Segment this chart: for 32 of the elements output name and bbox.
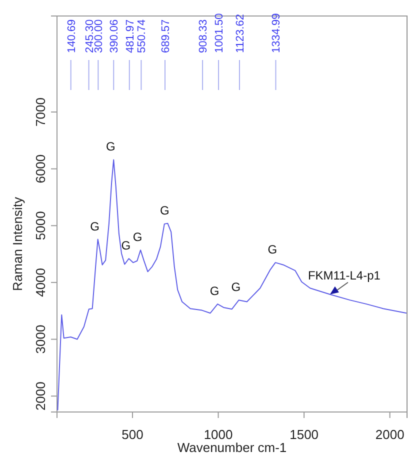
ref-line-label: 1001.50 [214,13,226,53]
x-tick-label: 1000 [204,427,233,442]
y-tick-label: 5000 [33,211,48,240]
annotation: G [132,230,142,244]
y-tick-label: 3000 [33,324,48,354]
ref-line-label: 1123.62 [234,14,246,53]
annotation: G [121,238,131,253]
ref-line-label: 689.57 [160,19,172,53]
ref-line-label: 390.06 [108,19,121,53]
annotation: G [210,284,220,298]
annotation: G [90,219,100,234]
annotation: G [268,242,278,257]
annotation: G [160,203,170,218]
y-axis-title: Raman Intensity [10,196,25,291]
x-tick-label: 2000 [375,427,404,442]
y-tick-label: 2000 [33,382,48,411]
ref-line-label: 908.33 [198,19,210,53]
x-tick-label: 500 [122,427,144,442]
ref-line-label: 140.69 [66,19,78,53]
line-series [57,159,407,411]
series-label: FKM11-L4-p1 [308,268,381,282]
y-tick-label: 6000 [33,154,48,184]
x-tick-label: 1500 [290,427,319,442]
ref-line-label: 300.00 [93,19,106,53]
ref-line-label: 550.74 [136,19,148,53]
x-axis-title: Wavenumber cm-1 [177,440,287,455]
y-tick-label: 4000 [33,268,48,297]
y-tick-label: 7000 [33,98,48,126]
ref-line-label: 481.97 [124,19,136,53]
ref-line-label: 1334.99 [270,13,283,53]
annotation: G [231,280,241,294]
annotation: G [106,140,116,154]
